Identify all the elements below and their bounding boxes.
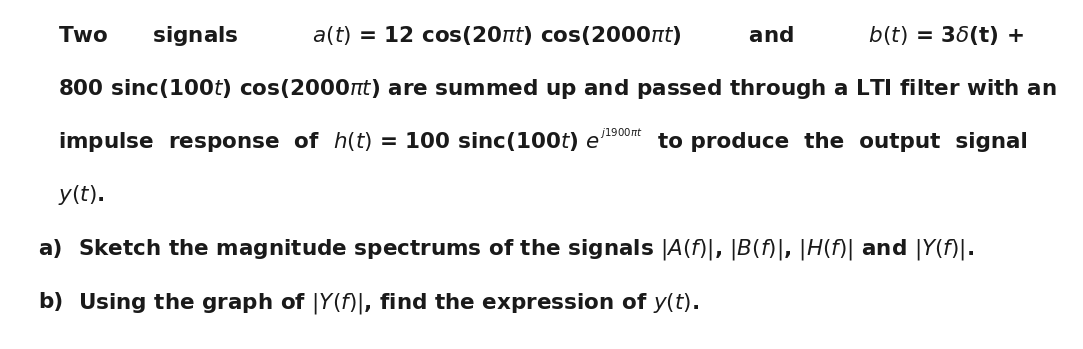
Text: b): b) [38,292,63,312]
Text: Using the graph of $|Y(f)|$, find the expression of $y(t)$.: Using the graph of $|Y(f)|$, find the ex… [78,290,699,315]
Text: 800 sinc(100$t$) cos(2000$\pi t$) are summed up and passed through a LTI filter : 800 sinc(100$t$) cos(2000$\pi t$) are su… [58,77,1057,101]
Text: a): a) [38,239,63,259]
Text: to produce  the  output  signal: to produce the output signal [642,132,1028,152]
Text: Two      signals          $a(t)$ = 12 cos(20$\pi t$) cos(2000$\pi t$)         an: Two signals $a(t)$ = 12 cos(20$\pi t$) c… [58,24,1023,48]
Text: impulse  response  of  $h(t)$ = 100 sinc(100$t$) $e$: impulse response of $h(t)$ = 100 sinc(10… [58,130,600,154]
Text: $^{j1900\pi t}$: $^{j1900\pi t}$ [600,129,642,144]
Text: $y(t)$.: $y(t)$. [58,183,104,207]
Text: Sketch the magnitude spectrums of the signals $|A(f)|$, $|B(f)|$, $|H(f)|$ and $: Sketch the magnitude spectrums of the si… [78,238,974,262]
